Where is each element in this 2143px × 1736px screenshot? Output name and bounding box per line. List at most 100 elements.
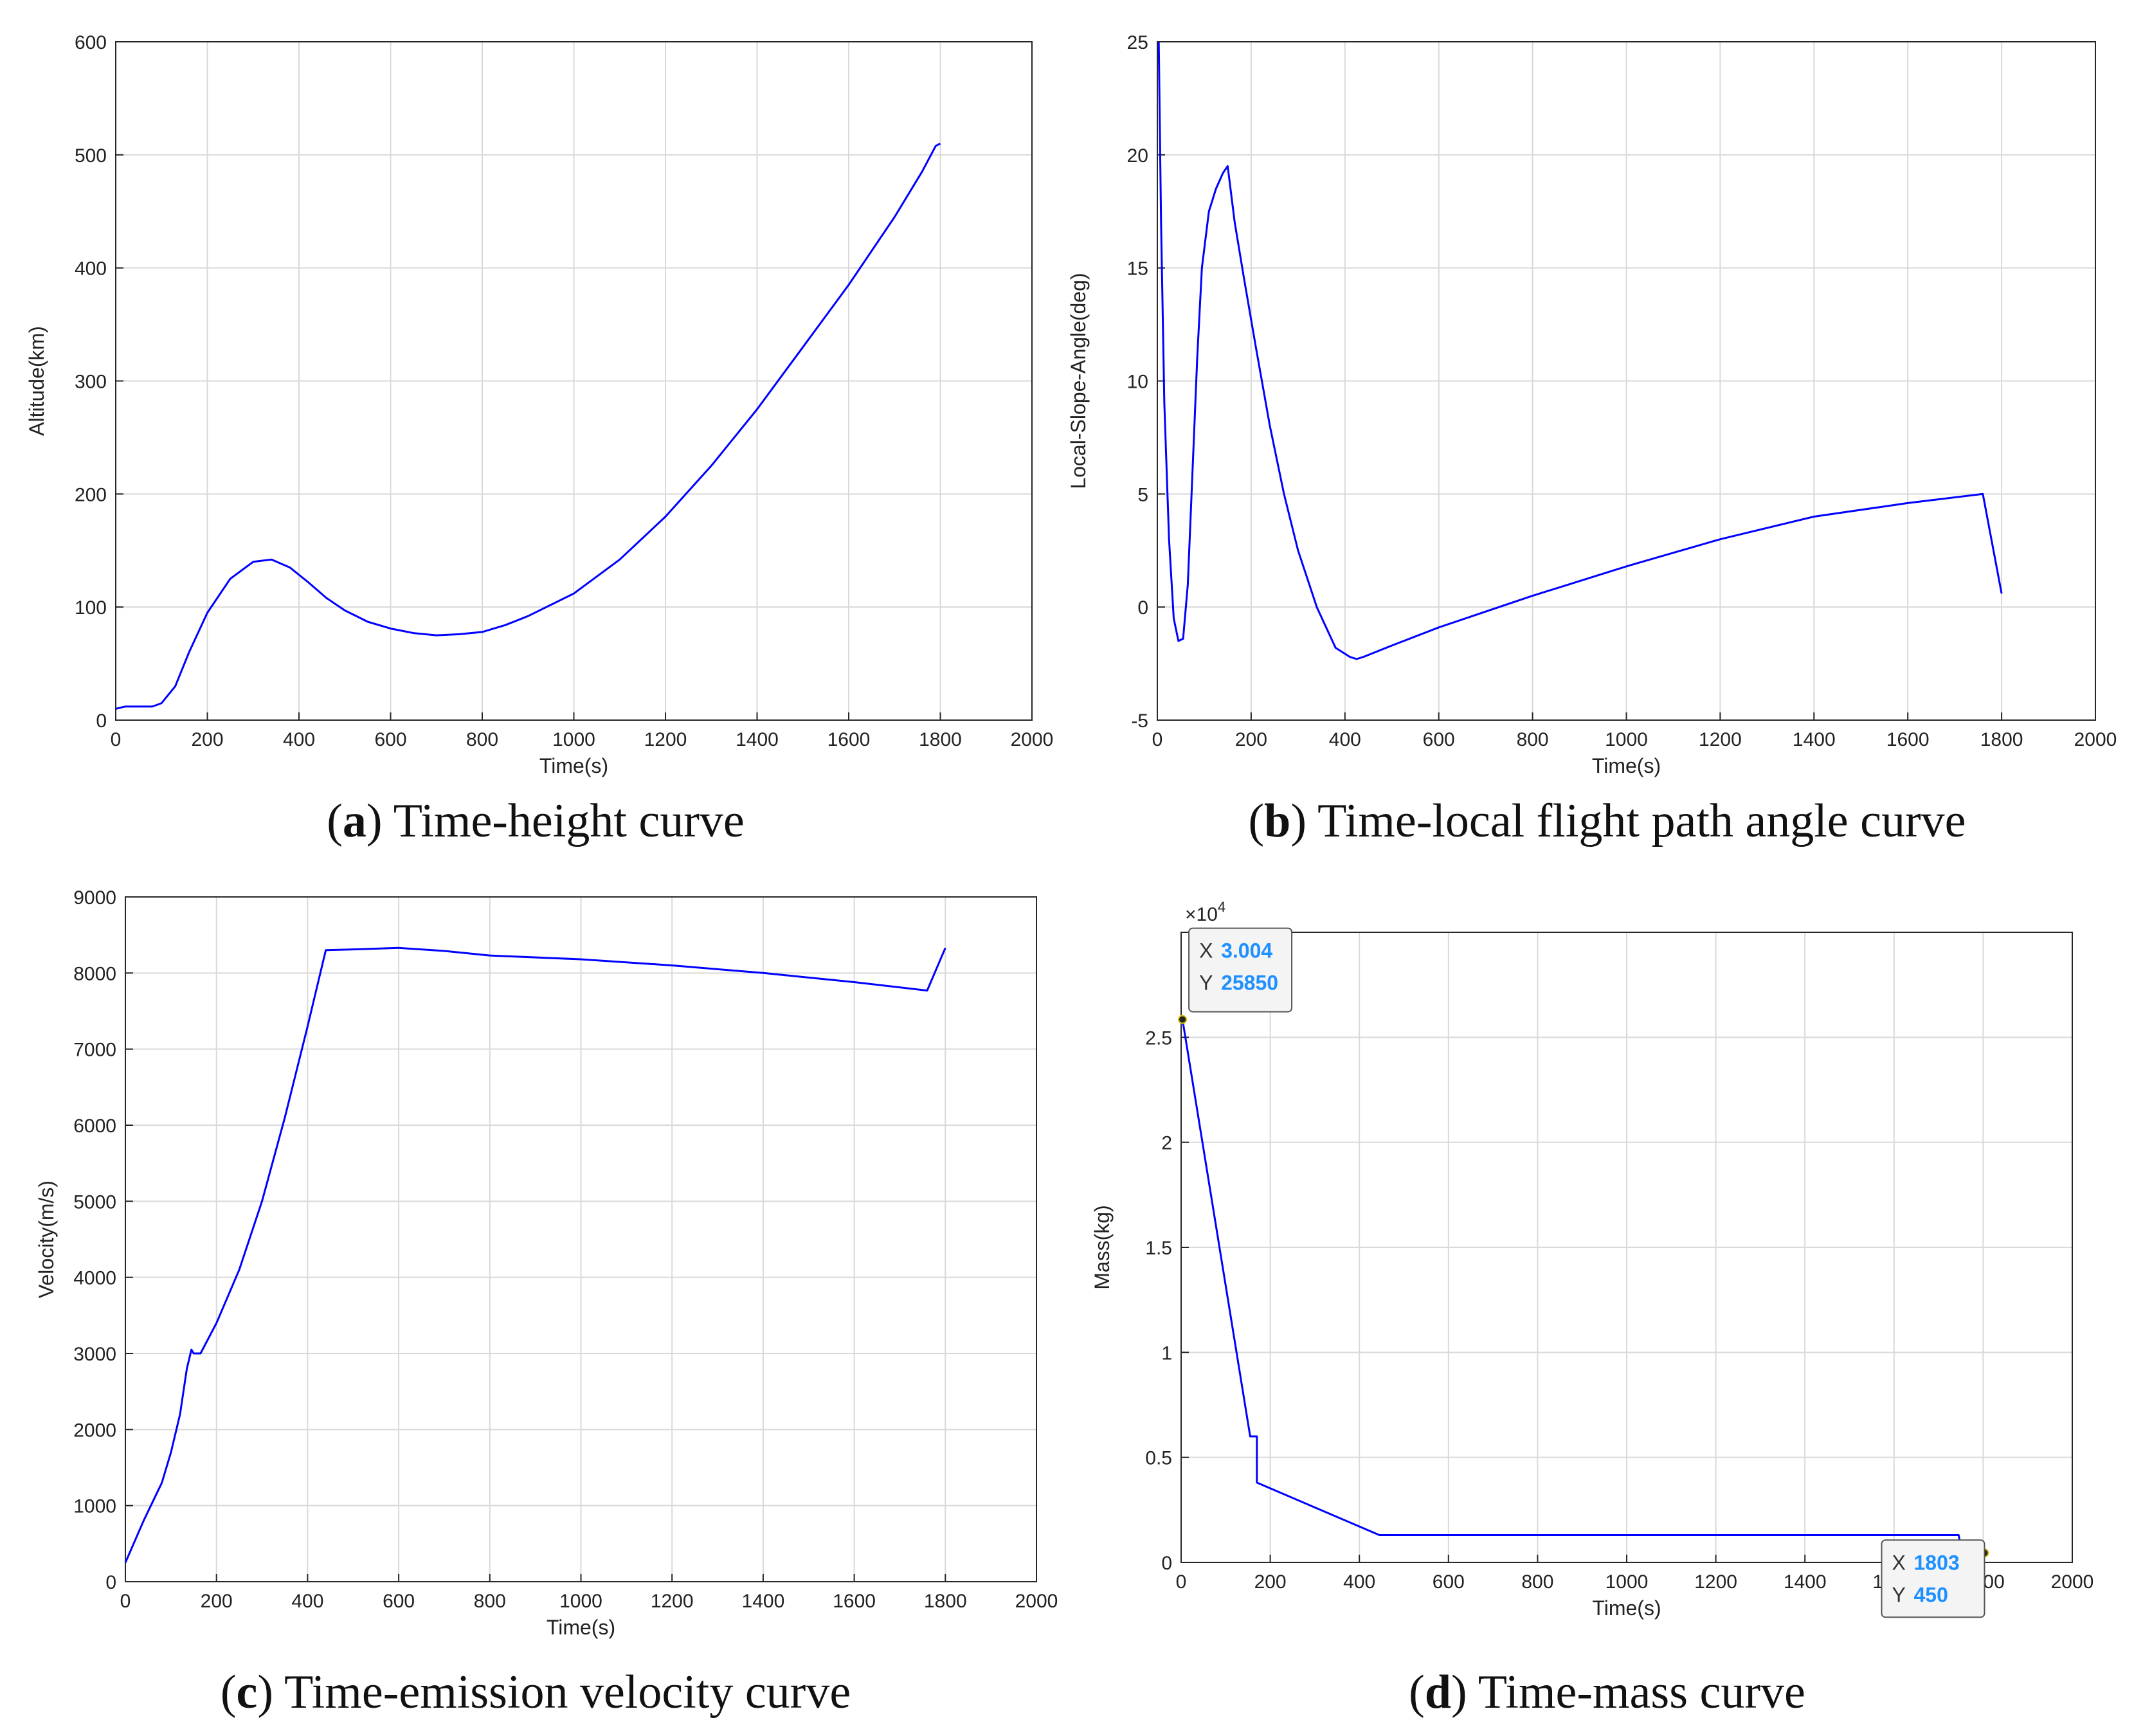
x-tick-label: 800 [466, 729, 498, 750]
y-tick-label: 5 [1137, 484, 1148, 505]
x-tick-label: 600 [1423, 729, 1455, 750]
series-line [1157, 41, 2003, 660]
y-tick-label: 400 [75, 258, 107, 280]
x-tick-label: 2000 [1011, 729, 1054, 750]
panel-c: 0 200 400 600 800 1000 1200 1400 1600 1800 2000 0 10… [0, 868, 1071, 1736]
y-tick-label: 0 [105, 1572, 116, 1593]
caption-a: (a) Time-height curve [327, 795, 745, 847]
datatip-y-key: Y [1199, 972, 1213, 995]
x-tick-label: 1800 [924, 1591, 967, 1612]
datatip-box [1881, 1539, 1985, 1618]
x-tick-label: 0 [120, 1591, 131, 1612]
x-tick-label: 600 [1433, 1571, 1465, 1593]
x-axis-label: Time(s) [539, 754, 608, 777]
y-scale-exponent-label: ×104 [1185, 899, 1225, 925]
x-tick-label: 1000 [552, 729, 595, 750]
x-tick-label: 800 [1521, 1571, 1553, 1593]
caption-text: Time-emission velocity curve [284, 1666, 851, 1719]
y-tick-label: 4000 [73, 1268, 116, 1289]
datatip-x-key: X [1199, 939, 1213, 963]
datatip-marker [1178, 1015, 1188, 1024]
y-axis-label: Local-Slope-Angle(deg) [1067, 273, 1090, 489]
y-axis-label: Altitude(km) [25, 326, 48, 436]
y-tick-label: 8000 [73, 963, 116, 984]
x-tick-label: 1400 [736, 729, 779, 750]
y-axis-label: Velocity(m/s) [35, 1180, 58, 1298]
y-tick-label: 1000 [73, 1496, 116, 1517]
x-tick-label: 200 [1235, 729, 1267, 750]
datatip-x-value: 1803 [1913, 1551, 1959, 1574]
datatip-y-value: 450 [1913, 1583, 1948, 1606]
x-tick-label: 2000 [1015, 1591, 1058, 1612]
y-tick-label: 10 [1127, 372, 1148, 393]
y-tick-label: 0 [96, 710, 107, 732]
x-axis-label: Time(s) [1592, 754, 1661, 777]
x-tick-label: 400 [283, 729, 315, 750]
caption-letter: a [342, 795, 366, 847]
y-scale-exponent: 4 [1218, 899, 1225, 915]
panel-a: 0 200 400 600 800 1000 1200 1400 1600 1800 2000 0 10… [0, 0, 1071, 868]
x-tick-label: 1400 [742, 1591, 785, 1612]
y-tick-label: 0.5 [1145, 1448, 1172, 1469]
x-tick-label: 0 [111, 729, 122, 750]
x-tick-label: 1600 [1886, 729, 1930, 750]
x-tick-label: 400 [291, 1591, 323, 1612]
x-tick-label: 2000 [2074, 729, 2117, 750]
y-tick-label: 0 [1161, 1553, 1172, 1574]
datatip-x-value: 3.004 [1221, 939, 1272, 963]
caption-b: (b) Time-local flight path angle curve [1248, 795, 1966, 847]
caption-text: Time-mass curve [1478, 1666, 1805, 1719]
datatip[interactable]: X 1803 Y 450 [1881, 1539, 1989, 1618]
x-tick-label: 400 [1343, 1571, 1375, 1593]
panel-d: 020040060080010001200140016001800200000.… [1071, 868, 2143, 1736]
x-tick-label: 1600 [827, 729, 871, 750]
caption-letter: b [1264, 795, 1291, 847]
x-tick-label: 200 [191, 729, 223, 750]
y-tick-label: 5000 [73, 1191, 116, 1213]
x-tick-label: 200 [201, 1591, 233, 1612]
datatip[interactable]: X 3.004 Y 25850 [1178, 927, 1293, 1024]
chart-c: 0 200 400 600 800 1000 1200 1400 1600 1800 2000 0 10… [35, 887, 1058, 1639]
x-tick-label: 1800 [919, 729, 962, 750]
y-tick-label: 500 [75, 145, 107, 167]
x-axis-label: Time(s) [1592, 1596, 1661, 1620]
y-tick-label: 20 [1127, 145, 1148, 167]
y-tick-label: 2.5 [1145, 1027, 1172, 1049]
x-axis-label: Time(s) [547, 1616, 615, 1639]
x-tick-label: 1400 [1793, 729, 1836, 750]
x-tick-label: 1200 [1699, 729, 1742, 750]
caption-letter: d [1424, 1666, 1451, 1719]
series-line [115, 142, 941, 710]
x-tick-label: 1200 [644, 729, 687, 750]
x-tick-label: 1200 [1694, 1571, 1737, 1593]
x-tick-label: 400 [1329, 729, 1361, 750]
x-tick-label: 800 [1517, 729, 1549, 750]
y-tick-label: 9000 [73, 887, 116, 909]
datatip-box [1188, 927, 1293, 1013]
y-tick-label: 100 [75, 597, 107, 619]
chart-b: 0 200 400 600 800 1000 1200 1400 1600 1800 2000-50… [1067, 32, 2117, 777]
x-tick-label: 200 [1254, 1571, 1287, 1593]
y-tick-label: 1 [1161, 1343, 1172, 1364]
x-tick-label: 1800 [1980, 729, 2023, 750]
datatip-x-key: X [1892, 1551, 1905, 1574]
y-tick-label: 3000 [73, 1344, 116, 1365]
series-line [124, 946, 946, 1563]
panel-b: 0 200 400 600 800 1000 1200 1400 1600 1800 2000 -5 0… [1067, 0, 2143, 868]
caption-d: (d) Time-mass curve [1409, 1666, 1805, 1719]
x-tick-label: 0 [1152, 729, 1163, 750]
x-tick-label: 2000 [2051, 1571, 2094, 1593]
chart-d: 020040060080010001200140016001800200000.… [1090, 899, 2094, 1620]
caption-letter: c [236, 1666, 258, 1719]
x-tick-label: 1400 [1784, 1571, 1827, 1593]
y-tick-label: -5 [1131, 710, 1148, 732]
datatip-y-value: 25850 [1221, 972, 1278, 995]
y-tick-label: 600 [75, 32, 107, 53]
y-tick-label: 7000 [73, 1040, 116, 1061]
caption-text: Time-height curve [393, 795, 745, 847]
x-tick-label: 0 [1176, 1571, 1187, 1593]
y-tick-label: 2 [1161, 1133, 1172, 1154]
x-tick-label: 1600 [833, 1591, 876, 1612]
y-tick-label: 15 [1127, 258, 1148, 280]
x-tick-label: 1000 [1605, 1571, 1649, 1593]
